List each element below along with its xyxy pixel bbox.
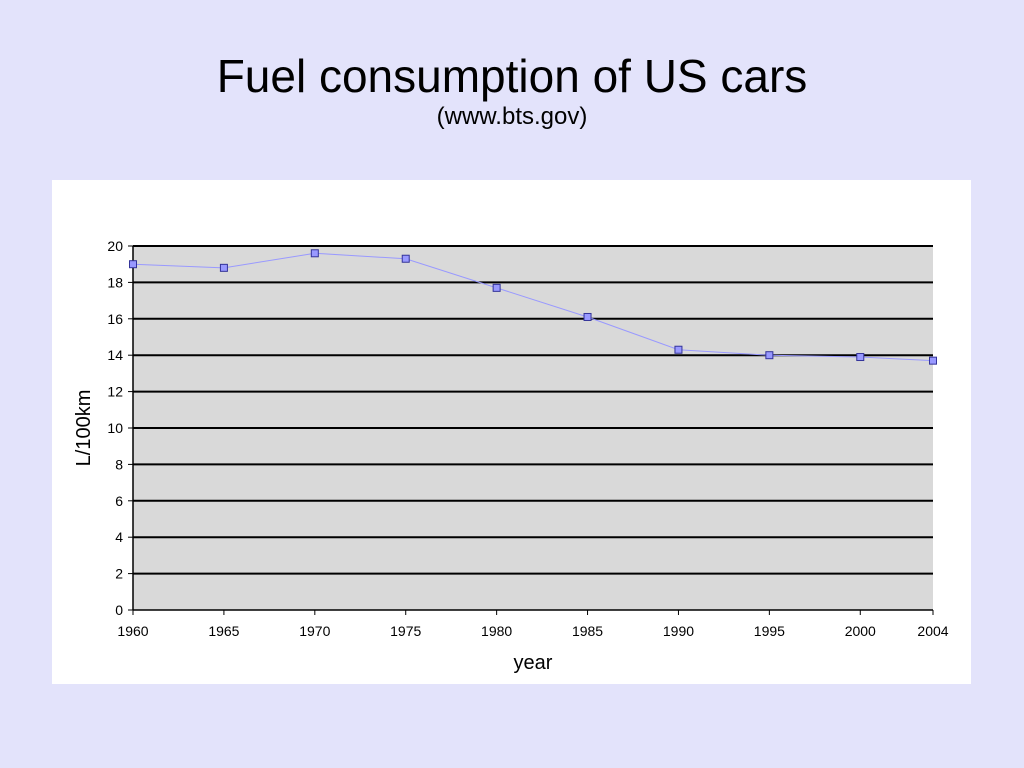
y-tick-label: 6 xyxy=(115,493,123,509)
x-axis-label: year xyxy=(514,652,553,674)
series-line xyxy=(132,252,934,362)
x-tick-label: 1980 xyxy=(481,623,512,639)
x-tick-label: 1975 xyxy=(390,623,421,639)
data-point xyxy=(129,260,137,269)
x-tick-label: 2004 xyxy=(917,623,948,639)
x-tick-label: 1990 xyxy=(663,623,694,639)
x-tick-label: 2000 xyxy=(845,623,876,639)
chart-panel: 0 2 4 6 8 10 12 14 16 18 20 1960 1965 1970 1975 1980 19… xyxy=(52,180,971,684)
x-tick-label: 1970 xyxy=(299,623,330,639)
y-tick-label: 2 xyxy=(115,566,123,582)
x-tick-label: 1960 xyxy=(117,623,148,639)
y-tick-labels: 0 2 4 6 8 10 12 14 16 18 20 xyxy=(107,238,133,618)
data-point xyxy=(674,345,683,354)
data-point xyxy=(856,353,865,362)
y-tick-label: 14 xyxy=(107,347,123,363)
x-tick-labels: 1960 1965 1970 1975 1980 1985 1990 1995 2000 2004 xyxy=(117,610,949,639)
x-tick-label: 1985 xyxy=(572,623,603,639)
y-axis-label: L/100km xyxy=(73,390,95,467)
data-point xyxy=(929,356,937,365)
data-point xyxy=(219,263,228,272)
y-tick-label: 12 xyxy=(107,384,123,400)
y-tick-label: 4 xyxy=(115,529,123,545)
y-tick-label: 20 xyxy=(107,238,123,254)
data-point xyxy=(401,254,410,263)
data-point xyxy=(492,283,501,292)
y-tick-label: 0 xyxy=(115,602,123,618)
gridlines xyxy=(133,245,933,575)
y-tick-label: 16 xyxy=(107,311,123,327)
slide-subtitle: (www.bts.gov) xyxy=(436,103,588,130)
x-tick-label: 1995 xyxy=(754,623,785,639)
x-tick-label: 1965 xyxy=(208,623,239,639)
data-point xyxy=(310,249,319,258)
data-point xyxy=(765,351,774,360)
data-point xyxy=(583,312,592,321)
y-tick-label: 18 xyxy=(107,274,123,290)
y-tick-label: 8 xyxy=(115,456,123,472)
slide-title: Fuel consumption of US cars xyxy=(216,50,808,102)
y-tick-label: 10 xyxy=(107,420,123,436)
series-layer xyxy=(129,249,937,365)
